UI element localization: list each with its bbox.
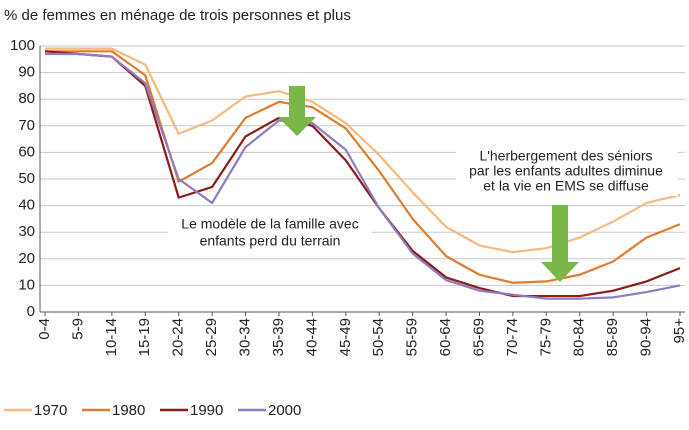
annotation-bg bbox=[456, 148, 678, 196]
x-tick-label: 35-39 bbox=[270, 318, 287, 356]
x-tick-label: 55-59 bbox=[404, 318, 421, 356]
x-tick-label: 20-24 bbox=[170, 318, 187, 356]
y-tick-label: 90 bbox=[18, 64, 35, 81]
x-tick-label: 15-19 bbox=[136, 318, 153, 356]
y-tick-label: 10 bbox=[18, 276, 35, 293]
x-tick-label: 60-64 bbox=[437, 318, 454, 356]
y-tick-label: 70 bbox=[18, 117, 35, 134]
legend-label: 2000 bbox=[268, 402, 301, 419]
annotations: L'herbergement des séniors par les enfan… bbox=[181, 148, 663, 249]
x-tick-label: 95+ bbox=[671, 318, 688, 344]
arrow bbox=[541, 205, 579, 282]
annotation: enfants perd du terrain bbox=[200, 233, 341, 249]
series-line bbox=[45, 50, 681, 284]
arrow bbox=[278, 86, 316, 136]
lines bbox=[44, 47, 681, 300]
y-tick-label: 50 bbox=[18, 170, 35, 187]
x-tick-label: 75-79 bbox=[537, 318, 554, 356]
series-line bbox=[45, 52, 681, 300]
legend-label: 1980 bbox=[112, 402, 145, 419]
annotation-bg bbox=[168, 214, 372, 252]
y-tick-label: 100 bbox=[10, 37, 35, 54]
x-tick-label: 25-29 bbox=[203, 318, 220, 356]
y-tick-label: 60 bbox=[18, 143, 35, 160]
chart-title: % de femmes en ménage de trois personnes… bbox=[4, 7, 351, 24]
x-tick-label: 65-69 bbox=[470, 318, 487, 356]
x-tick-label: 10-14 bbox=[103, 318, 120, 356]
x-tick-label: 0-4 bbox=[36, 318, 53, 340]
x-tick-label: 45-49 bbox=[337, 318, 354, 356]
y-tick-label: 0 bbox=[27, 303, 35, 320]
legend-label: 1990 bbox=[190, 402, 223, 419]
x-tick-label: 30-34 bbox=[236, 318, 253, 356]
x-tick-label: 90-94 bbox=[638, 318, 655, 356]
x-tick-label: 80-84 bbox=[571, 318, 588, 356]
x-tick-label: 40-44 bbox=[303, 318, 320, 356]
x-tick-label: 85-89 bbox=[604, 318, 621, 356]
series-line bbox=[45, 47, 681, 254]
annotation: par les enfants adultes diminue bbox=[469, 163, 663, 179]
annotation: et la vie en EMS se diffuse bbox=[483, 178, 649, 194]
annotation: L'herbergement des séniors bbox=[479, 148, 652, 164]
x-tick-label: 50-54 bbox=[370, 318, 387, 356]
y-tick-label: 80 bbox=[18, 90, 35, 107]
legend-label: 1970 bbox=[34, 402, 67, 419]
x-tick-label: 70-74 bbox=[504, 318, 521, 356]
annotation: Le modèle de la famille avec bbox=[181, 216, 358, 232]
x-tick-label: 5-9 bbox=[69, 318, 86, 340]
y-tick-label: 40 bbox=[18, 197, 35, 214]
y-tick-label: 30 bbox=[18, 223, 35, 240]
y-tick-label: 20 bbox=[18, 250, 35, 267]
series-line bbox=[44, 50, 681, 298]
